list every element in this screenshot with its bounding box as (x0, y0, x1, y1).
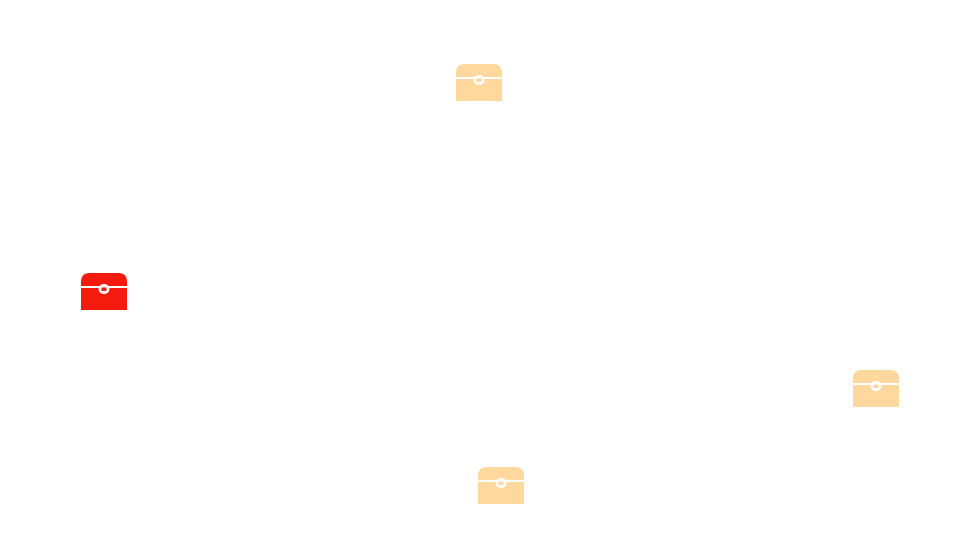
treasure-chest-icon (81, 273, 127, 310)
treasure-chest-icon (478, 467, 524, 504)
treasure-chest-4[interactable] (478, 467, 524, 504)
treasure-chest-icon (853, 370, 899, 407)
treasure-chest-icon (456, 64, 502, 101)
treasure-chest-2[interactable] (81, 273, 127, 310)
treasure-chest-3[interactable] (853, 370, 899, 407)
treasure-chest-1[interactable] (456, 64, 502, 101)
